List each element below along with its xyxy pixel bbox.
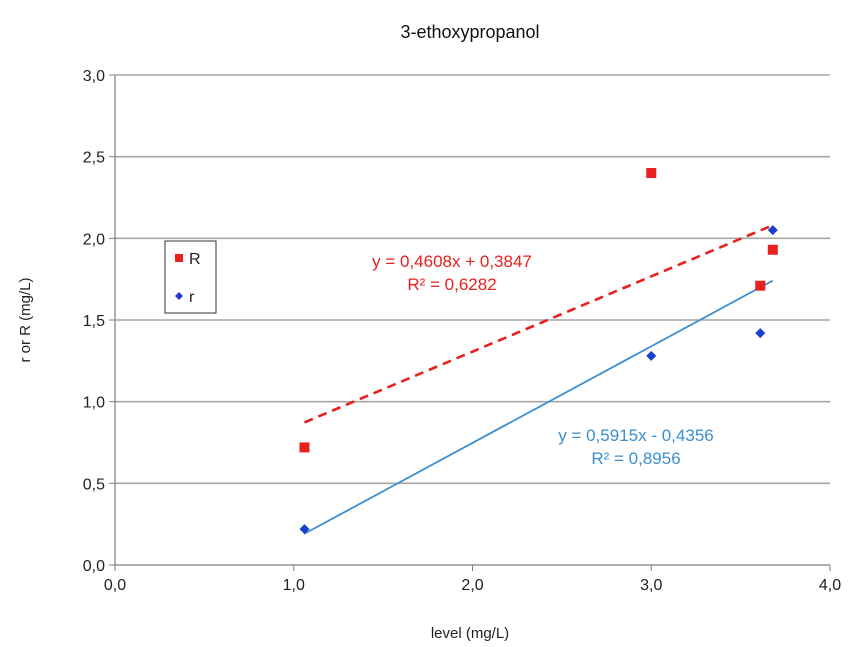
axes xyxy=(114,75,831,571)
legend: R r xyxy=(164,240,217,314)
trendline-R-equation: y = 0,4608x + 0,3847 xyxy=(372,252,532,271)
point-r xyxy=(755,328,766,339)
point-r xyxy=(299,524,310,535)
x-tick-label: 0,0 xyxy=(104,577,126,594)
trendline-r-equation: y = 0,5915x - 0,4356 xyxy=(558,426,713,445)
trendline-r xyxy=(304,279,774,535)
x-axis-label: level (mg/L) xyxy=(431,625,509,642)
x-tick-labels: 0,0 1,0 2,0 3,0 4,0 xyxy=(104,577,841,594)
legend-marker-R xyxy=(175,254,183,262)
y-tick-label: 0,5 xyxy=(83,476,105,493)
point-R xyxy=(767,244,778,255)
point-r xyxy=(646,350,657,361)
y-tick-label: 0,0 xyxy=(83,558,105,575)
x-tick-label: 3,0 xyxy=(640,577,662,594)
y-axis-label: r or R (mg/L) xyxy=(17,277,34,362)
y-tick-labels: 0,0 0,5 1,0 1,5 2,0 2,5 3,0 xyxy=(83,68,105,575)
trendlines xyxy=(303,223,774,535)
point-R xyxy=(299,442,310,453)
trendline-r-r2: R² = 0,8956 xyxy=(591,449,680,468)
point-r xyxy=(767,225,778,236)
y-tick-label: 1,5 xyxy=(83,313,105,330)
x-tick-label: 2,0 xyxy=(461,577,483,594)
y-tick-label: 2,5 xyxy=(83,150,105,167)
chart-title: 3-ethoxypropanol xyxy=(400,22,539,42)
point-R xyxy=(646,168,657,178)
trendline-R xyxy=(303,223,774,424)
trendline-R-r2: R² = 0,6282 xyxy=(407,275,496,294)
y-tick-label: 1,0 xyxy=(83,395,105,412)
legend-marker-r xyxy=(175,292,183,300)
legend-box xyxy=(164,240,217,314)
point-R xyxy=(755,280,766,291)
legend-label-r: r xyxy=(189,289,195,306)
x-tick-label: 1,0 xyxy=(283,577,305,594)
x-tick-label: 4,0 xyxy=(819,577,841,594)
y-tick-label: 3,0 xyxy=(83,68,105,85)
gridlines xyxy=(109,74,830,566)
data-points xyxy=(299,168,778,535)
y-tick-label: 2,0 xyxy=(83,231,105,248)
legend-label-R: R xyxy=(189,251,201,268)
